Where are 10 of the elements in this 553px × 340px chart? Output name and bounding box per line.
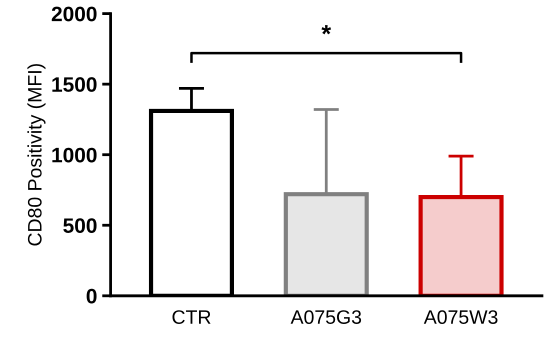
y-tick-label: 1500 [52,77,97,92]
y-tick-label: 2000 [52,6,97,22]
y-axis-title: CD80 Positivity (MFI) [27,64,46,246]
y-tick-label: 1000 [52,148,97,162]
x-tick-label: CTR [172,310,211,324]
x-tick-label: A075W3 [424,310,498,324]
y-tick-label: 0 [86,288,97,304]
annotation: * [321,25,332,34]
y-tick-label: 500 [63,218,97,234]
x-tick-label: A075G3 [290,310,362,324]
